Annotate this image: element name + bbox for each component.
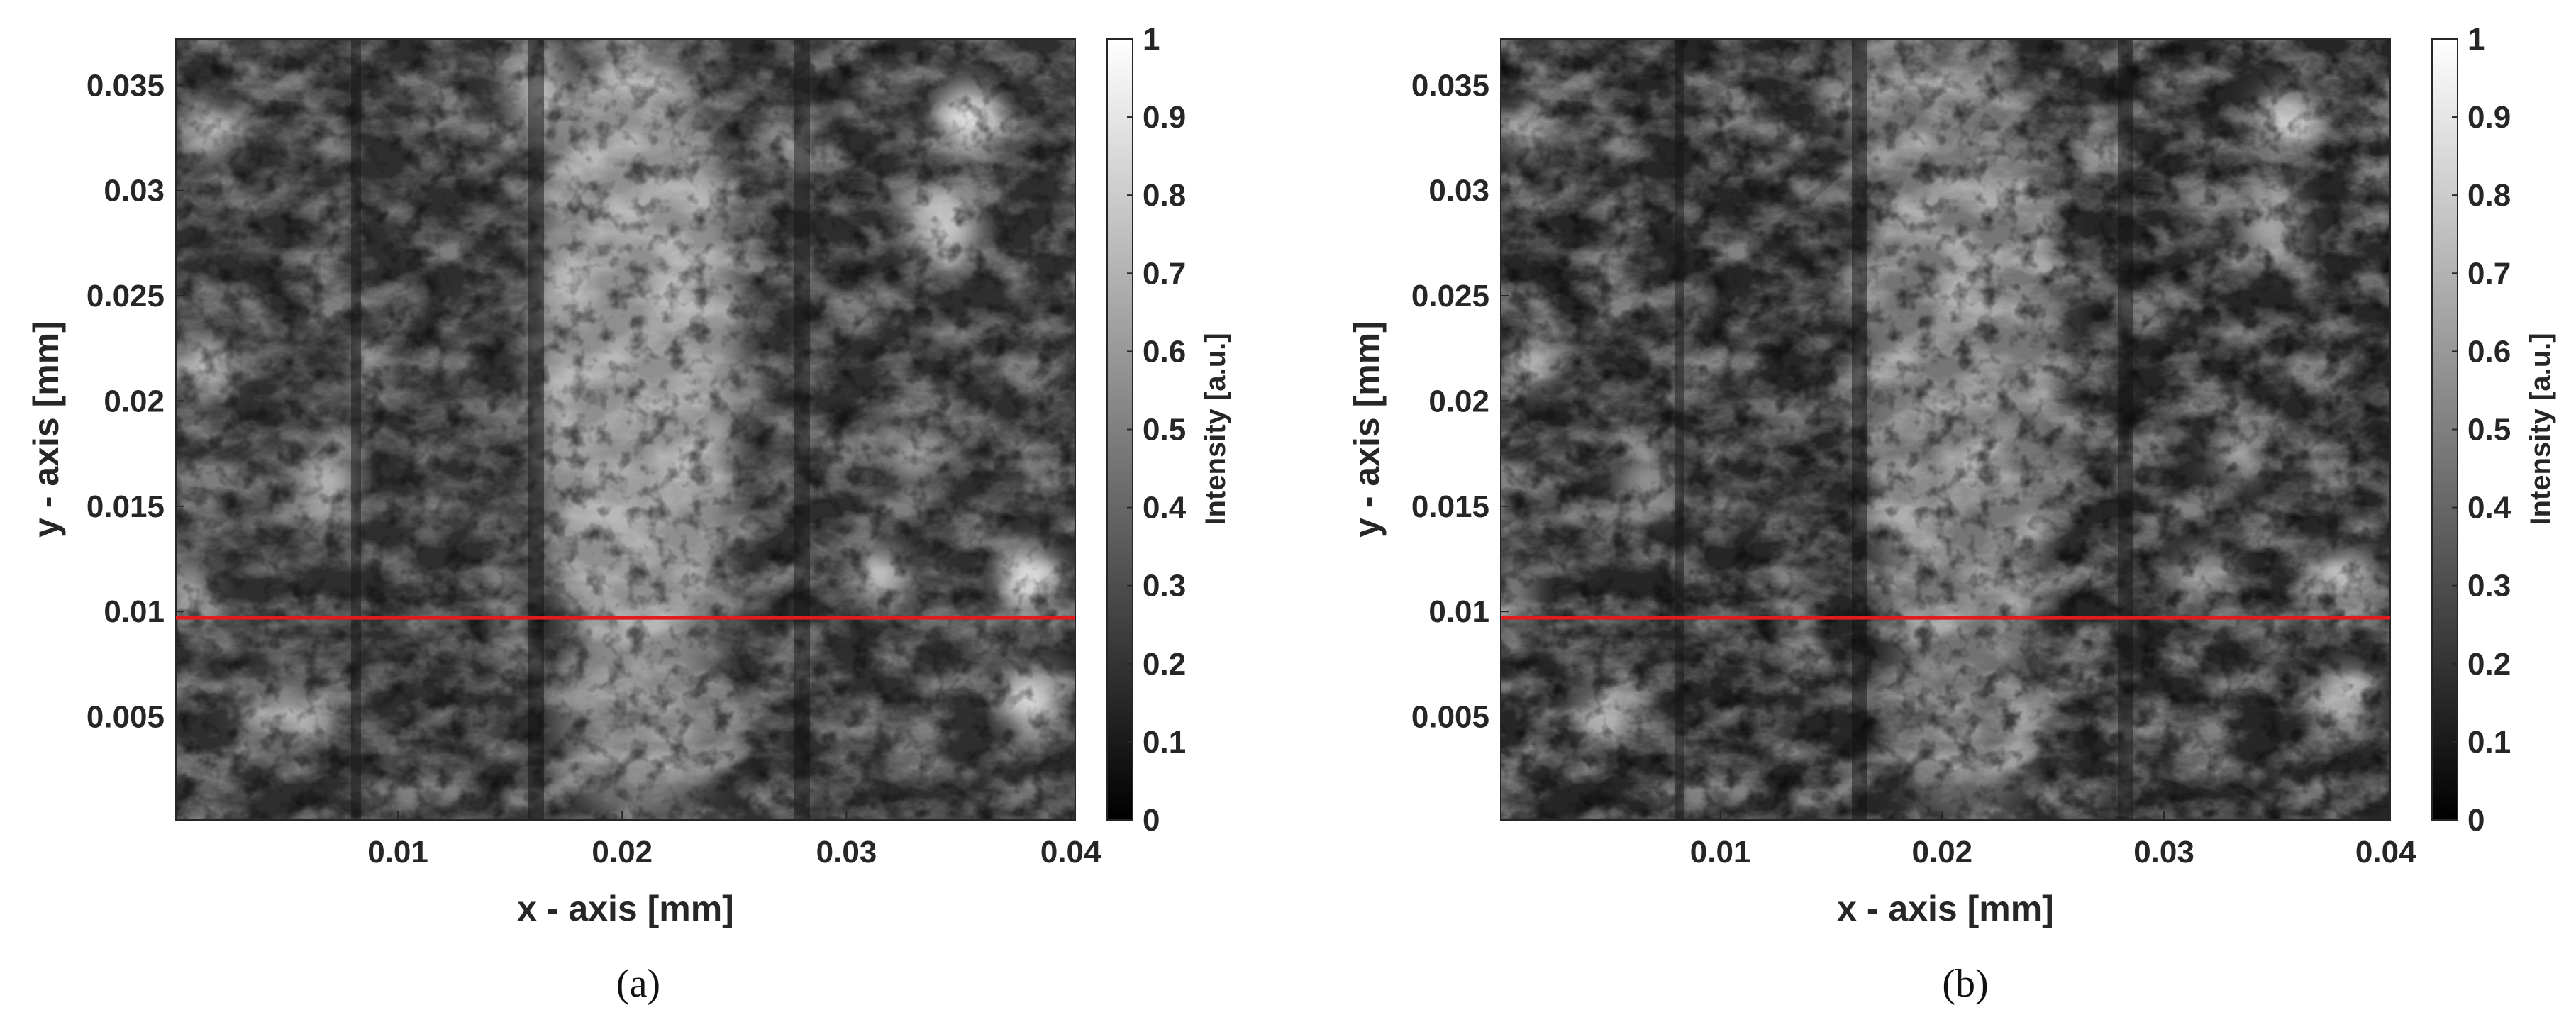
panel-caption: (b) <box>1942 962 1988 1006</box>
x-tick-label: 0.03 <box>816 835 877 870</box>
colorbar-tick-label: 0.4 <box>1143 491 1187 526</box>
plot-frame <box>175 38 1076 821</box>
colorbar-tick-label: 0.5 <box>1143 413 1186 448</box>
y-tick-label: 0.025 <box>1411 279 1489 313</box>
colorbar-label: Intensity [a.u.] <box>1200 333 1231 525</box>
colorbar-tick-label: 0.4 <box>2467 491 2511 526</box>
panel-b: 0.01 0.02 0.03 0.04 0.005 0.01 0.015 0.02 0.025… <box>1288 0 2576 1027</box>
colorbar-tick-label: 0.7 <box>2467 256 2511 291</box>
y-axis-ticks: 0.005 0.01 0.015 0.02 0.025 0.03 0.035 <box>87 68 184 735</box>
x-tick-label: 0.02 <box>1911 835 1972 870</box>
x-axis-ticks: 0.01 0.02 0.03 0.04 <box>367 811 1101 870</box>
colorbar-label: Intensity [a.u.] <box>2525 333 2556 525</box>
x-tick-label: 0.01 <box>1690 835 1751 870</box>
y-tick-label: 0.015 <box>87 489 165 524</box>
figure-b: 0.01 0.02 0.03 0.04 0.005 0.01 0.015 0.02 0.025… <box>1347 22 2556 1006</box>
colorbar-ticks: 0 0.1 0.2 0.3 0.4 0.5 0.6 0.7 0.8 0.9 1 <box>2452 22 2511 838</box>
y-axis-label: y - axis [mm] <box>1347 321 1387 538</box>
x-axis-label: x - axis [mm] <box>1837 889 2054 928</box>
colorbar-tick-label: 0.2 <box>2467 647 2511 682</box>
heatmap-image <box>1501 39 2390 820</box>
y-tick-label: 0.02 <box>1428 384 1489 418</box>
colorbar-tick-label: 0.9 <box>1143 100 1186 135</box>
x-tick-label: 0.02 <box>592 835 653 870</box>
colorbar-tick-label: 0.8 <box>2467 178 2511 213</box>
figure-a: 0.01 0.02 0.03 0.04 0.005 0.01 0.015 0.02 0.025… <box>26 22 1231 1006</box>
colorbar-tick-label: 0 <box>2467 803 2485 838</box>
colorbar-ticks: 0 0.1 0.2 0.3 0.4 0.5 0.6 0.7 0.8 0.9 1 <box>1127 22 1187 838</box>
colorbar-tick-label: 0.1 <box>1143 725 1186 760</box>
x-tick-label: 0.04 <box>1040 835 1101 870</box>
y-tick-label: 0.015 <box>1411 489 1489 524</box>
y-tick-label: 0.03 <box>1428 174 1489 209</box>
panel-caption: (a) <box>616 962 660 1006</box>
colorbar-tick-label: 1 <box>2467 22 2485 57</box>
colorbar-tick-label: 0.8 <box>1143 178 1186 213</box>
y-tick-label: 0.035 <box>87 68 165 103</box>
x-tick-label: 0.04 <box>2355 835 2416 870</box>
y-tick-label: 0.01 <box>104 594 165 629</box>
colorbar-tick-label: 0.2 <box>1143 647 1186 682</box>
y-tick-label: 0.02 <box>104 384 165 418</box>
x-axis-label: x - axis [mm] <box>517 889 734 928</box>
y-tick-label: 0.005 <box>1411 700 1489 735</box>
heatmap-image <box>176 39 1075 820</box>
y-axis-ticks: 0.005 0.01 0.015 0.02 0.025 0.03 0.035 <box>1411 68 1509 735</box>
y-axis-label: y - axis [mm] <box>26 321 66 538</box>
colorbar-tick-label: 0.5 <box>2467 413 2511 448</box>
x-axis-ticks: 0.01 0.02 0.03 0.04 <box>1690 811 2416 870</box>
y-tick-label: 0.03 <box>104 174 165 209</box>
plot-frame <box>1500 38 2391 821</box>
y-tick-label: 0.025 <box>87 279 165 313</box>
x-tick-label: 0.03 <box>2133 835 2194 870</box>
colorbar-tick-label: 0.3 <box>2467 569 2511 604</box>
y-tick-label: 0.005 <box>87 700 165 735</box>
colorbar-tick-label: 0.6 <box>1143 334 1186 369</box>
colorbar-tick-label: 0.3 <box>1143 569 1186 604</box>
colorbar-tick-label: 0.1 <box>2467 725 2511 760</box>
colorbar-tick-label: 0.6 <box>2467 334 2511 369</box>
colorbar-tick-label: 0 <box>1143 803 1160 838</box>
colorbar-tick-label: 1 <box>1143 22 1160 57</box>
colorbar-tick-label: 0.9 <box>2467 100 2511 135</box>
y-tick-label: 0.01 <box>1428 594 1489 629</box>
colorbar-tick-label: 0.7 <box>1143 256 1186 291</box>
y-tick-label: 0.035 <box>1411 68 1489 103</box>
x-tick-label: 0.01 <box>367 835 428 870</box>
panel-a: 0.01 0.02 0.03 0.04 0.005 0.01 0.015 0.02 0.025… <box>26 22 1231 1006</box>
